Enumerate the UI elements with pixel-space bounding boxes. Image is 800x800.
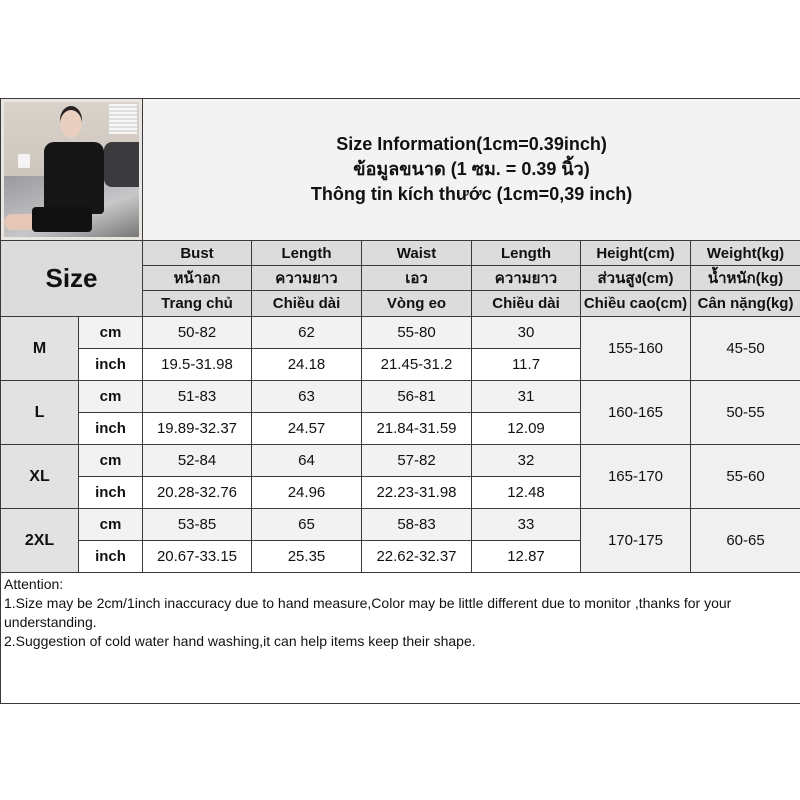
measurement-cell: 11.7 [471,348,581,381]
unit-label: inch [78,540,143,573]
height-cell: 160-165 [580,380,691,445]
measurement-cell: 21.84-31.59 [361,412,472,445]
column-header-th: ส่วนสูง(cm) [580,265,691,291]
column-header-th: หน้าอก [142,265,252,291]
title-thai: ข้อมูลขนาด (1 ซม. = 0.39 นิ้ว) [353,159,590,179]
column-header-en: Length [471,240,581,266]
table-row: 2XL cm 53-85 65 58-83 33 170-175 60-65 [0,508,800,573]
weight-cell: 45-50 [689,316,800,381]
measurement-cell: 12.09 [471,412,581,445]
unit-label: cm [78,444,143,477]
column-header-en: Weight(kg) [689,240,800,266]
unit-label: inch [78,348,143,381]
measurement-cell: 30 [471,316,581,349]
measurement-cell: 51-83 [142,380,252,413]
column-header-vi: Chiều dài [251,290,362,317]
attention-heading: Attention: [4,576,64,592]
unit-label: inch [78,412,143,445]
measurement-cell: 53-85 [142,508,252,541]
measurement-cell: 58-83 [361,508,472,541]
measurement-cell: 52-84 [142,444,252,477]
measurement-cell: 33 [471,508,581,541]
attention-notes: Attention: 1.Size may be 2cm/1inch inacc… [0,572,800,704]
column-header-th: เอว [361,265,472,291]
unit-label: inch [78,476,143,509]
header-row-en: Size Bust Length Waist Length Height(cm) Weigh… [0,240,800,317]
measurement-cell: 57-82 [361,444,472,477]
height-cell: 170-175 [580,508,691,573]
height-cell: 165-170 [580,444,691,509]
measurement-cell: 64 [251,444,362,477]
column-header-en: Waist [361,240,472,266]
size-label: L [0,380,79,445]
table-row: XL cm 52-84 64 57-82 32 165-170 55-60 [0,444,800,509]
measurement-cell: 24.96 [251,476,362,509]
measurement-cell: 22.62-32.37 [361,540,472,573]
header-row-th: หน้าอก ความยาว เอว ความยาว ส่วนสูง(cm) น้ำหนั… [1,265,800,291]
measurement-cell: 32 [471,444,581,477]
column-header-vi: Chiều cao(cm) [580,290,691,317]
measurement-cell: 25.35 [251,540,362,573]
column-header-vi: Cân nặng(kg) [689,290,800,317]
unit-label: cm [78,316,143,349]
measurement-cell: 24.57 [251,412,362,445]
table-row: inch 20.28-32.76 24.96 22.23-31.98 12.48 [1,476,800,509]
measurement-cell: 62 [251,316,362,349]
size-label: XL [0,444,79,509]
title-vietnamese: Thông tin kích thước (1cm=0,39 inch) [310,184,633,204]
header-row-vi: Trang chủ Chiều dài Vòng eo Chiều dài Chiều … [1,290,800,317]
measurement-cell: 55-80 [361,316,472,349]
column-header-th: น้ำหนัก(kg) [689,265,800,291]
measurement-cell: 19.89-32.37 [142,412,252,445]
size-chart-table: Size Information(1cm=0.39inch) ข้อมูลขนา… [0,98,800,704]
column-header-vi: Trang chủ [142,290,252,317]
column-header-en: Height(cm) [580,240,691,266]
measurement-cell: 22.23-31.98 [361,476,472,509]
weight-cell: 50-55 [689,380,800,445]
measurement-cell: 31 [471,380,581,413]
size-label: M [0,316,79,381]
title-english: Size Information(1cm=0.39inch) [336,134,607,154]
table-row: inch 19.5-31.98 24.18 21.45-31.2 11.7 [1,348,800,381]
measurement-cell: 50-82 [142,316,252,349]
column-header-vi: Vòng eo [361,290,472,317]
measurement-cell: 56-81 [361,380,472,413]
measurement-cell: 63 [251,380,362,413]
size-label: 2XL [0,508,79,573]
column-header-th: ความยาว [251,265,362,291]
product-photo [0,98,143,241]
measurement-cell: 21.45-31.2 [361,348,472,381]
column-header-en: Bust [142,240,252,266]
attention-note-2: 2.Suggestion of cold water hand washing,… [4,633,476,649]
measurement-cell: 24.18 [251,348,362,381]
measurement-cell: 19.5-31.98 [142,348,252,381]
unit-label: cm [78,508,143,541]
measurement-cell: 12.87 [471,540,581,573]
column-header-vi: Chiều dài [471,290,581,317]
measurement-cell: 20.28-32.76 [142,476,252,509]
weight-cell: 60-65 [689,508,800,573]
measurement-cell: 65 [251,508,362,541]
unit-label: cm [78,380,143,413]
measurement-cell: 20.67-33.15 [142,540,252,573]
size-header: Size [0,240,143,317]
attention-note-1: 1.Size may be 2cm/1inch inaccuracy due t… [4,595,732,630]
table-row: inch 19.89-32.37 24.57 21.84-31.59 12.09 [1,412,800,445]
column-header-th: ความยาว [471,265,581,291]
column-header-en: Length [251,240,362,266]
weight-cell: 55-60 [689,444,800,509]
height-cell: 155-160 [580,316,691,381]
title-cell: Size Information(1cm=0.39inch) ข้อมูลขนา… [141,98,800,241]
measurement-cell: 12.48 [471,476,581,509]
